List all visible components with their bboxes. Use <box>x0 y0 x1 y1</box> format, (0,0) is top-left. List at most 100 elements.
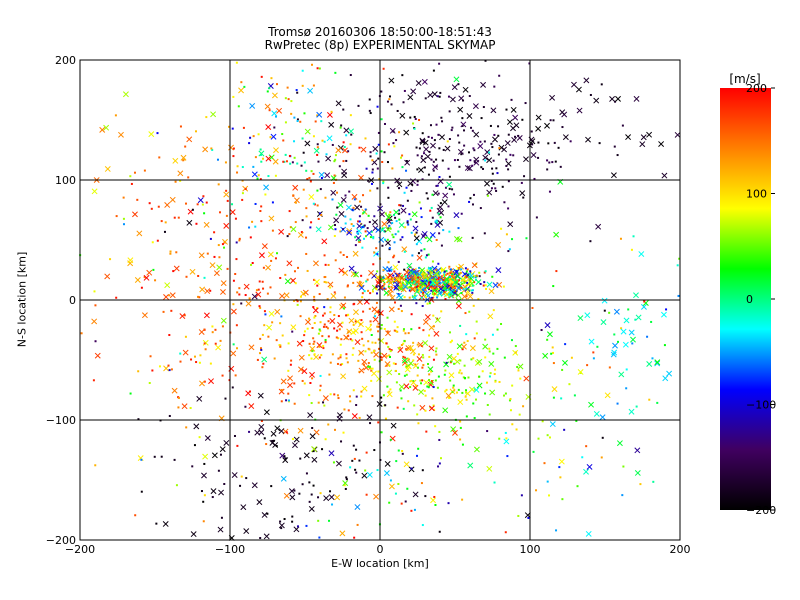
data-point-dot-2083 <box>93 290 96 293</box>
data-point-dot-1318 <box>402 342 405 345</box>
data-point-dot-2316 <box>323 306 326 309</box>
data-point-dot-572 <box>383 151 386 154</box>
data-point-dot-2285 <box>170 368 173 371</box>
data-point-dot-2383 <box>375 285 378 288</box>
data-point-dot-606 <box>416 168 419 171</box>
data-point-dot-486 <box>379 278 382 281</box>
data-point-dot-1675 <box>453 362 456 365</box>
data-point-cross-2192 <box>430 497 437 504</box>
data-point-dot-2213 <box>388 501 391 504</box>
data-point-cross-689 <box>472 103 479 110</box>
colorbar <box>720 88 771 510</box>
data-point-dot-1023 <box>232 279 235 282</box>
data-point-dot-725 <box>497 125 500 128</box>
data-point-dot-757 <box>546 159 549 162</box>
data-point-dot-1597 <box>449 341 452 344</box>
data-point-cross-1269 <box>261 243 268 250</box>
data-point-dot-586 <box>437 133 440 136</box>
data-point-cross-2076 <box>118 131 124 138</box>
data-point-dot-1363 <box>310 357 313 360</box>
data-point-dot-1607 <box>405 365 408 368</box>
data-point-dot-1314 <box>374 286 377 289</box>
data-point-dot-1362 <box>312 342 315 345</box>
data-point-cross-2101 <box>666 370 673 377</box>
data-point-dot-2458 <box>438 462 441 465</box>
data-point-cross-880 <box>251 171 258 178</box>
data-point-dot-2020 <box>366 227 369 230</box>
data-point-cross-542 <box>439 134 445 141</box>
data-point-cross-1890 <box>278 522 285 529</box>
data-point-dot-1173 <box>375 247 378 250</box>
data-point-dot-1979 <box>399 238 402 241</box>
data-point-dot-495 <box>443 270 446 273</box>
data-point-dot-1125 <box>271 321 274 324</box>
data-point-cross-1547 <box>385 330 391 337</box>
data-point-dot-1474 <box>417 353 420 356</box>
data-point-cross-2170 <box>583 468 589 475</box>
data-point-dot-2433 <box>291 330 294 333</box>
data-point-dot-810 <box>457 134 460 137</box>
data-point-dot-1099 <box>259 337 262 340</box>
data-point-dot-707 <box>403 268 406 271</box>
data-point-dot-239 <box>456 280 459 283</box>
data-point-cross-1698 <box>482 343 489 350</box>
data-point-dot-574 <box>471 129 474 132</box>
data-point-dot-1569 <box>329 306 332 309</box>
data-point-cross-915 <box>304 128 311 135</box>
data-point-dot-2258 <box>311 350 314 353</box>
data-point-cross-2218 <box>383 470 390 477</box>
data-point-dot-2267 <box>677 294 680 297</box>
data-point-dot-1554 <box>400 310 403 313</box>
data-point-cross-35 <box>455 292 462 299</box>
data-point-dot-1441 <box>352 323 355 326</box>
data-point-cross-1866 <box>293 526 300 533</box>
data-point-dot-2199 <box>461 498 464 501</box>
data-point-dot-2022 <box>342 228 345 231</box>
data-point-dot-1305 <box>440 310 443 313</box>
data-point-dot-114 <box>413 294 416 297</box>
data-point-cross-1288 <box>132 211 138 218</box>
data-point-dot-1632 <box>380 431 383 434</box>
data-point-dot-253 <box>458 279 461 282</box>
data-point-dot-1654 <box>434 350 437 353</box>
data-point-dot-1451 <box>311 326 314 329</box>
data-point-dot-1780 <box>473 417 476 420</box>
data-point-dot-524 <box>437 192 440 195</box>
data-point-cross-1804 <box>210 488 217 495</box>
data-point-dot-1869 <box>270 485 273 488</box>
data-point-dot-1122 <box>209 289 212 292</box>
data-point-cross-1232 <box>243 283 250 290</box>
data-point-cross-929 <box>197 197 204 204</box>
data-point-dot-2236 <box>152 268 155 271</box>
data-point-dot-771 <box>452 193 455 196</box>
data-point-cross-2124 <box>662 375 669 382</box>
data-point-dot-281 <box>433 292 436 295</box>
data-point-dot-2387 <box>345 476 348 479</box>
data-point-cross-642 <box>516 134 523 141</box>
data-point-cross-818 <box>457 106 464 113</box>
data-point-dot-1887 <box>291 515 294 518</box>
data-point-dot-1000 <box>231 203 234 206</box>
data-point-dot-2232 <box>331 503 334 506</box>
data-point-cross-508 <box>448 267 455 274</box>
data-point-cross-1254 <box>104 273 111 280</box>
data-point-dot-275 <box>444 288 447 291</box>
data-point-dot-1769 <box>402 329 405 332</box>
data-point-dot-2145 <box>592 357 595 360</box>
data-point-cross-2224 <box>311 446 317 453</box>
data-point-dot-1985 <box>442 229 445 232</box>
data-point-dot-1639 <box>484 338 487 341</box>
data-point-dot-1291 <box>369 189 372 192</box>
data-point-dot-1518 <box>324 341 327 344</box>
data-point-cross-809 <box>510 106 517 113</box>
data-point-dot-764 <box>461 99 464 102</box>
data-point-dot-2337 <box>468 310 471 313</box>
data-point-dot-2063 <box>167 364 170 367</box>
data-point-dot-1905 <box>305 472 308 475</box>
data-point-dot-311 <box>437 288 440 291</box>
data-point-dot-1442 <box>409 276 412 279</box>
data-point-cross-1876 <box>270 430 277 437</box>
data-point-cross-2120 <box>660 311 667 318</box>
data-point-cross-1803 <box>311 456 318 463</box>
data-point-cross-1796 <box>487 313 494 320</box>
